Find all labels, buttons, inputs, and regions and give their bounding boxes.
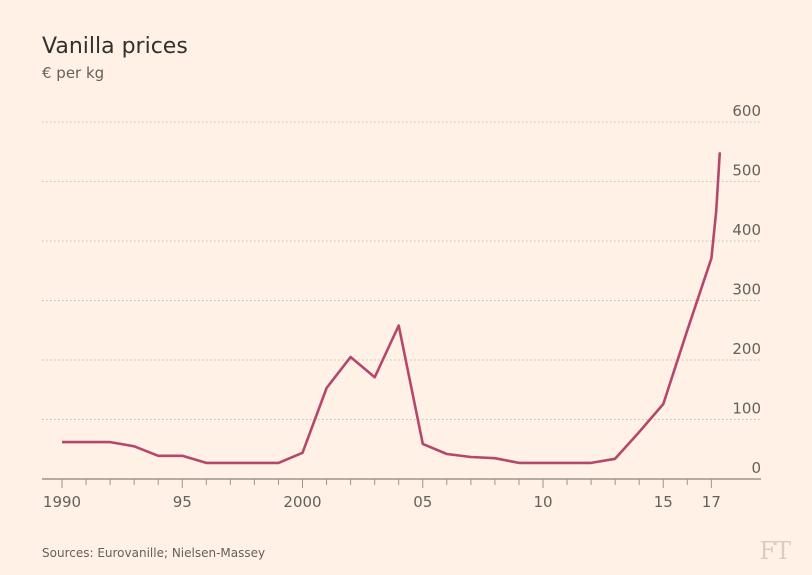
x-tick-label: 05	[413, 493, 432, 511]
y-tick-label: 300	[732, 281, 761, 299]
x-tick-label: 95	[173, 493, 192, 511]
x-tick-label: 15	[654, 493, 673, 511]
x-tick-label: 2000	[283, 493, 321, 511]
source-note: Sources: Eurovanille; Nielsen-Massey	[42, 546, 266, 560]
chart-title: Vanilla prices	[42, 34, 188, 59]
y-tick-label: 400	[732, 221, 761, 239]
y-tick-label: 0	[751, 459, 761, 477]
price-line	[62, 152, 722, 465]
x-tick-label: 17	[702, 493, 721, 511]
y-tick-label: 100	[732, 400, 761, 418]
x-tick-label: 10	[533, 493, 552, 511]
y-tick-label: 600	[732, 102, 761, 120]
ft-logo: FT	[759, 537, 791, 565]
y-tick-label: 200	[732, 340, 761, 358]
y-tick-label: 500	[732, 162, 761, 180]
x-tick-label: 1990	[43, 493, 81, 511]
chart-subtitle: € per kg	[42, 64, 105, 82]
